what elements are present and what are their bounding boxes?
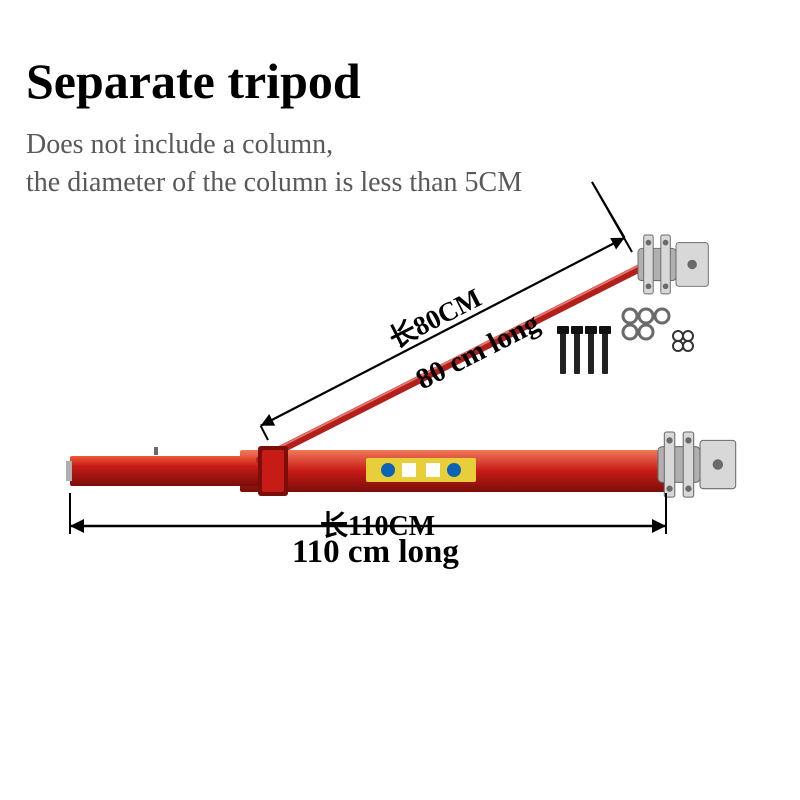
tripod-diagram [0, 0, 800, 800]
bottom-clamp-bracket [658, 432, 736, 497]
hardware-bolts-washers [557, 309, 693, 374]
product-dimension-figure: { "layout": { "width": 800, "height": 80… [0, 0, 800, 800]
main-beam-inner [70, 456, 270, 486]
bottom-dimension-label: 110 cm long [292, 534, 459, 571]
top-clamp-bracket [638, 235, 708, 294]
